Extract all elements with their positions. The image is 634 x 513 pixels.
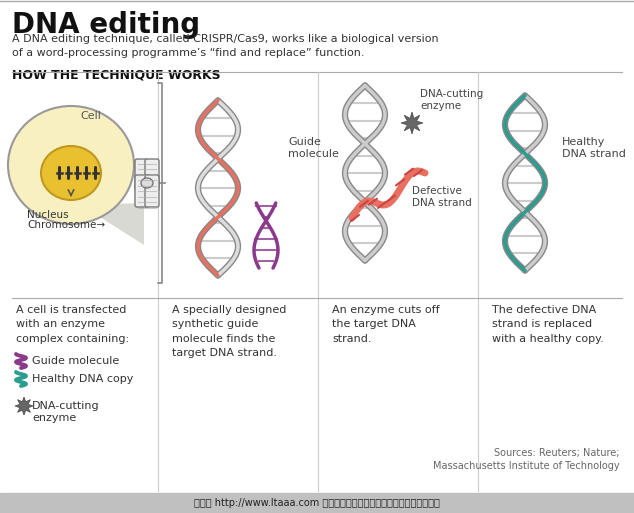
Text: DNA editing: DNA editing [12, 11, 200, 39]
Ellipse shape [8, 106, 134, 224]
Text: Guide molecule: Guide molecule [32, 356, 119, 366]
Text: The defective DNA
strand is replaced
with a healthy copy.: The defective DNA strand is replaced wit… [492, 305, 604, 344]
Text: Sources: Reuters; Nature;
Massachusetts Institute of Technology: Sources: Reuters; Nature; Massachusetts … [434, 448, 620, 471]
Polygon shape [15, 397, 33, 415]
FancyBboxPatch shape [135, 175, 149, 207]
Text: Guide
molecule: Guide molecule [288, 137, 339, 159]
Text: 龙腾网 http://www.ltaaa.com 值听各国草根真实声音，纵论全球平民眼世界: 龙腾网 http://www.ltaaa.com 值听各国草根真实声音，纵论全球… [194, 498, 440, 508]
FancyBboxPatch shape [145, 159, 159, 191]
Text: A specially designed
synthetic guide
molecule finds the
target DNA strand.: A specially designed synthetic guide mol… [172, 305, 287, 358]
Ellipse shape [41, 146, 101, 200]
Text: Healthy
DNA strand: Healthy DNA strand [562, 137, 626, 159]
Text: DNA-cutting: DNA-cutting [32, 401, 100, 411]
FancyBboxPatch shape [135, 159, 149, 191]
Text: A DNA editing technique, called CRISPR/Cas9, works like a biological version
of : A DNA editing technique, called CRISPR/C… [12, 34, 439, 58]
Text: enzyme: enzyme [32, 413, 76, 423]
Text: A cell is transfected
with an enzyme
complex containing:: A cell is transfected with an enzyme com… [16, 305, 129, 344]
Polygon shape [401, 112, 423, 134]
Text: Chromosome→: Chromosome→ [27, 220, 105, 230]
Text: HOW THE TECHNIQUE WORKS: HOW THE TECHNIQUE WORKS [12, 69, 221, 82]
Text: An enzyme cuts off
the target DNA
strand.: An enzyme cuts off the target DNA strand… [332, 305, 439, 344]
Text: DNA-cutting
enzyme: DNA-cutting enzyme [420, 89, 483, 111]
Text: Defective
DNA strand: Defective DNA strand [412, 186, 472, 208]
Bar [0, 493, 634, 513]
Text: Nucleus: Nucleus [27, 210, 68, 220]
FancyBboxPatch shape [145, 175, 159, 207]
Text: Healthy DNA copy: Healthy DNA copy [32, 374, 133, 384]
Text: Cell: Cell [81, 111, 101, 121]
Polygon shape [81, 203, 144, 245]
Ellipse shape [141, 178, 153, 188]
